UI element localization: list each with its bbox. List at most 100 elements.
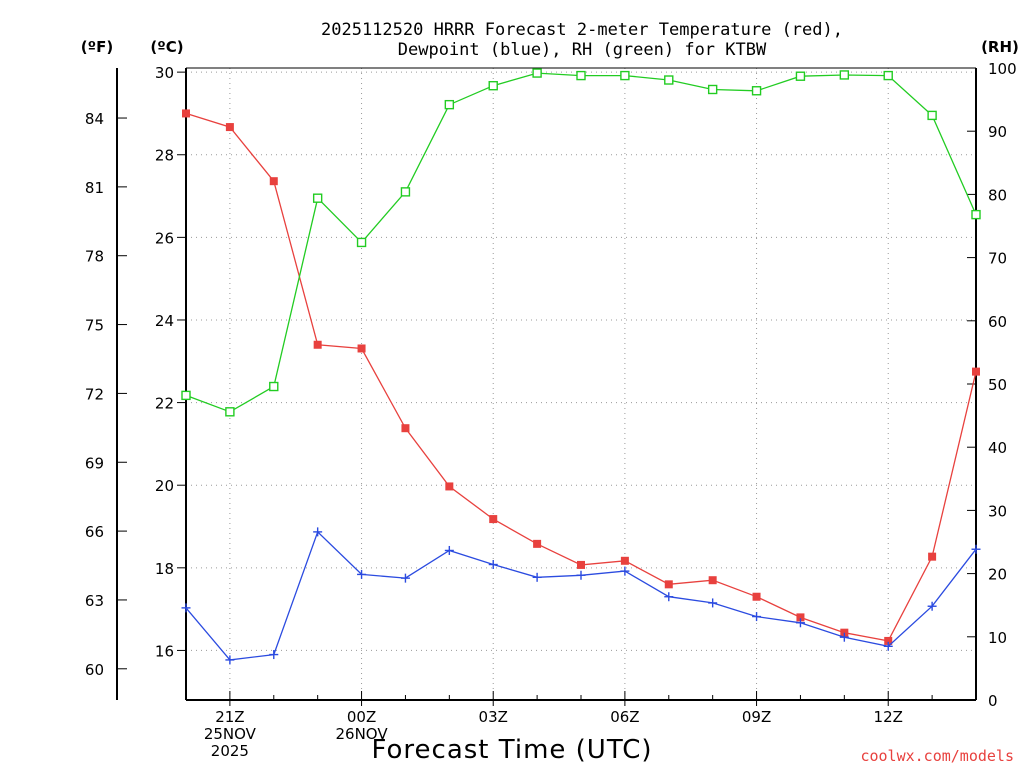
celsius-tick-label: 24 [155,312,174,330]
temperature-point [884,636,893,645]
rh-point [795,71,806,81]
axes: 16 18 20 22 24 26 28 30 60 63 66 69 72 75 78 81 84 0 10 20 3… [85,60,1017,760]
temperature-point [620,556,629,565]
temperature-point [489,515,498,524]
fahrenheit-tick-label: 66 [85,523,104,541]
series [181,68,981,665]
temperature-point [533,539,542,548]
rh-series-line [185,72,977,413]
temperature-point [445,482,454,491]
temperature-point [182,109,190,118]
fahrenheit-tick-label: 75 [85,317,104,335]
celsius-tick-label: 20 [155,477,174,495]
rh-point [664,75,674,85]
dewpoint-point [839,632,849,642]
celsius-tick-label: 30 [155,64,174,82]
rh-tick-label: 50 [988,376,1007,394]
temperature-point [357,344,366,353]
temperature-point [577,560,585,569]
x-tick-label: 03Z [479,708,508,726]
x-tick-label: 25NOV [204,725,257,743]
rh-tick-label: 70 [988,250,1007,268]
rh-point [751,86,762,96]
temperature-point [664,580,673,589]
temperature-point [401,424,410,433]
temperature-point [796,613,805,622]
celsius-tick-label: 22 [155,395,174,413]
fahrenheit-tick-label: 60 [85,661,104,679]
rh-point [839,70,850,80]
dewpoint-point [269,650,279,660]
fahrenheit-tick-label: 69 [85,454,104,472]
dewpoint-series-line [185,530,977,661]
plot-frame [116,67,977,701]
rh-tick-label: 40 [988,439,1007,457]
rh-point [971,209,981,220]
dewpoint-point [357,569,367,579]
rh-point [181,390,191,401]
rh-point [532,68,542,78]
grid [186,68,976,700]
celsius-tick-label: 16 [155,642,174,660]
x-tick-label: 26NOV [335,725,388,743]
source-credit: coolwx.com/models [860,747,1014,765]
temperature-point [313,340,322,349]
x-axis-label: Forecast Time (UTC) [371,735,652,765]
rh-point [312,193,323,203]
celsius-tick-label: 28 [155,147,174,165]
rh-tick-label: 90 [988,123,1007,141]
rh-point [269,381,279,392]
x-tick-label: 00Z [347,708,376,726]
rh-point [576,70,586,81]
dewpoint-point [971,544,981,554]
dewpoint-point [400,573,410,583]
dewpoint-point [444,545,454,555]
x-tick-label: 09Z [742,708,771,726]
dewpoint-point [664,592,674,602]
temperature-point [225,123,234,132]
chart-title-line-2: Dewpoint (blue), RH (green) for KTBW [398,40,767,60]
x-tick-label: 12Z [874,708,903,726]
dewpoint-point [752,612,762,622]
fahrenheit-tick-label: 78 [85,248,104,266]
fahrenheit-tick-label: 63 [85,592,104,610]
x-tick-label: 2025 [211,742,249,760]
dewpoint-point [927,601,937,611]
rh-point [400,187,411,197]
rh-tick-label: 80 [988,186,1007,204]
fahrenheit-unit-label: (ºF) [81,38,113,56]
rh-tick-label: 30 [988,502,1007,520]
temperature-point [928,552,937,561]
x-tick-label: 06Z [610,708,639,726]
rh-point [707,84,718,95]
rh-tick-label: 20 [988,566,1007,584]
dewpoint-point [181,603,191,613]
temperature-point [972,367,980,376]
dewpoint-point [313,527,323,537]
fahrenheit-tick-label: 72 [85,385,104,403]
dewpoint-point [225,655,235,665]
rh-point [356,237,367,248]
rh-point [927,110,937,121]
rh-point [444,99,455,110]
dewpoint-point [488,560,498,570]
rh-tick-label: 100 [988,60,1017,78]
rh-point [488,80,498,91]
celsius-tick-label: 18 [155,560,174,578]
temperature-point [840,628,849,637]
dewpoint-point [883,641,893,651]
dewpoint-point [708,598,718,608]
celsius-unit-label: (ºC) [150,38,183,56]
dewpoint-point [795,618,805,628]
x-tick-label: 21Z [215,708,244,726]
fahrenheit-tick-label: 81 [85,179,104,197]
rh-point [225,407,235,417]
rh-unit-label: (RH) [981,38,1019,56]
rh-tick-label: 0 [988,692,998,710]
temperature-point [708,576,717,585]
celsius-tick-label: 26 [155,229,174,247]
temperature-point [752,592,761,601]
rh-point [620,70,630,81]
dewpoint-point [576,570,586,580]
